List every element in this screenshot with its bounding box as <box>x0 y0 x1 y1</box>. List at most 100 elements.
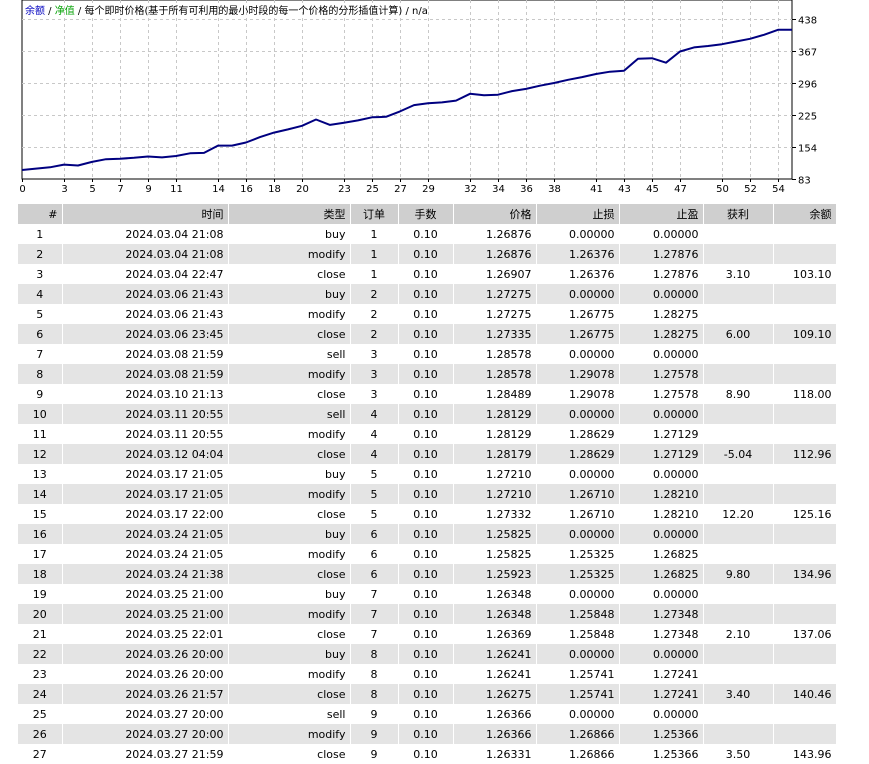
cell-time: 2024.03.17 22:00 <box>62 504 229 524</box>
table-row[interactable]: 2 2024.03.04 21:08 modify 1 0.10 1.26876 1.263… <box>18 244 837 264</box>
cell-time: 2024.03.27 20:00 <box>62 724 229 744</box>
table-row[interactable]: 5 2024.03.06 21:43 modify 2 0.10 1.27275 1.267… <box>18 304 837 324</box>
balance-line <box>21 28 792 171</box>
table-row[interactable]: 18 2024.03.24 21:38 close 6 0.10 1.25923 1.253… <box>18 564 837 584</box>
header-order[interactable]: 订单 <box>350 204 399 224</box>
cell-balance <box>773 364 837 384</box>
x-tick-label: 29 <box>422 184 435 195</box>
table-row[interactable]: 26 2024.03.27 20:00 modify 9 0.10 1.26366 1.26… <box>18 724 837 744</box>
cell-stop-loss: 1.26376 <box>536 264 620 284</box>
cell-type: sell <box>228 344 351 364</box>
header-balance[interactable]: 余额 <box>773 204 837 224</box>
y-tick-label: 225 <box>798 112 817 123</box>
cell-lots: 0.10 <box>398 684 454 704</box>
cell-index: 5 <box>18 304 63 324</box>
cell-order: 1 <box>350 224 399 244</box>
x-tick-label: 0 <box>19 184 25 195</box>
header-index[interactable]: # <box>18 204 63 224</box>
cell-take-profit: 1.27129 <box>619 444 704 464</box>
cell-order: 8 <box>350 644 399 664</box>
cell-profit <box>703 284 774 304</box>
cell-profit <box>703 724 774 744</box>
cell-price: 1.27332 <box>453 504 537 524</box>
cell-order: 4 <box>350 404 399 424</box>
table-row[interactable]: 7 2024.03.08 21:59 sell 3 0.10 1.28578 0.00000… <box>18 344 837 364</box>
table-row[interactable]: 4 2024.03.06 21:43 buy 2 0.10 1.27275 0.00000 0… <box>18 284 837 304</box>
header-time[interactable]: 时间 <box>62 204 229 224</box>
x-tick-label: 32 <box>464 184 477 195</box>
cell-balance <box>773 704 837 724</box>
cell-stop-loss: 1.26710 <box>536 504 620 524</box>
cell-profit <box>703 304 774 324</box>
header-take-profit[interactable]: 止盈 <box>619 204 704 224</box>
table-row[interactable]: 24 2024.03.26 21:57 close 8 0.10 1.26275 1.257… <box>18 684 837 704</box>
cell-profit <box>703 344 774 364</box>
table-row[interactable]: 12 2024.03.12 04:04 close 4 0.10 1.28179 1.286… <box>18 444 837 464</box>
legend-equity: 净值 <box>54 6 75 17</box>
cell-balance <box>773 524 837 544</box>
table-row[interactable]: 9 2024.03.10 21:13 close 3 0.10 1.28489 1.2907… <box>18 384 837 404</box>
cell-time: 2024.03.08 21:59 <box>62 344 229 364</box>
header-type[interactable]: 类型 <box>228 204 351 224</box>
cell-stop-loss: 1.25848 <box>536 624 620 644</box>
cell-take-profit: 1.28275 <box>619 304 704 324</box>
x-tick-label: 18 <box>268 184 281 195</box>
table-row[interactable]: 3 2024.03.04 22:47 close 1 0.10 1.26907 1.2637… <box>18 264 837 284</box>
cell-type: modify <box>228 484 351 504</box>
table-row[interactable]: 6 2024.03.06 23:45 close 2 0.10 1.27335 1.2677… <box>18 324 837 344</box>
cell-type: modify <box>228 424 351 444</box>
cell-stop-loss: 0.00000 <box>536 344 620 364</box>
cell-profit <box>703 244 774 264</box>
table-row[interactable]: 10 2024.03.11 20:55 sell 4 0.10 1.28129 0.0000… <box>18 404 837 424</box>
cell-order: 1 <box>350 264 399 284</box>
cell-time: 2024.03.27 21:59 <box>62 744 229 764</box>
cell-price: 1.27275 <box>453 284 537 304</box>
x-tick-label: 50 <box>716 184 729 195</box>
cell-lots: 0.10 <box>398 424 454 444</box>
cell-price: 1.28578 <box>453 344 537 364</box>
cell-take-profit: 1.27876 <box>619 244 704 264</box>
header-price[interactable]: 价格 <box>453 204 537 224</box>
cell-stop-loss: 0.00000 <box>536 524 620 544</box>
cell-stop-loss: 0.00000 <box>536 704 620 724</box>
cell-balance: 143.96 <box>773 744 837 764</box>
cell-order: 5 <box>350 504 399 524</box>
table-row[interactable]: 25 2024.03.27 20:00 sell 9 0.10 1.26366 0.0000… <box>18 704 837 724</box>
cell-time: 2024.03.25 21:00 <box>62 604 229 624</box>
table-row[interactable]: 14 2024.03.17 21:05 modify 5 0.10 1.27210 1.26… <box>18 484 837 504</box>
cell-take-profit: 0.00000 <box>619 644 704 664</box>
table-row[interactable]: 21 2024.03.25 22:01 close 7 0.10 1.26369 1.258… <box>18 624 837 644</box>
table-row[interactable]: 23 2024.03.26 20:00 modify 8 0.10 1.26241 1.25… <box>18 664 837 684</box>
table-row[interactable]: 20 2024.03.25 21:00 modify 7 0.10 1.26348 1.25… <box>18 604 837 624</box>
cell-lots: 0.10 <box>398 284 454 304</box>
cell-take-profit: 1.27578 <box>619 384 704 404</box>
cell-lots: 0.10 <box>398 264 454 284</box>
table-row[interactable]: 16 2024.03.24 21:05 buy 6 0.10 1.25825 0.00000… <box>18 524 837 544</box>
x-tick-label: 7 <box>117 184 123 195</box>
table-row[interactable]: 22 2024.03.26 20:00 buy 8 0.10 1.26241 0.00000… <box>18 644 837 664</box>
cell-lots: 0.10 <box>398 624 454 644</box>
table-row[interactable]: 27 2024.03.27 21:59 close 9 0.10 1.26331 1.268… <box>18 744 837 764</box>
cell-type: modify <box>228 724 351 744</box>
header-lots[interactable]: 手数 <box>398 204 454 224</box>
cell-take-profit: 1.27129 <box>619 424 704 444</box>
cell-balance <box>773 424 837 444</box>
cell-price: 1.28489 <box>453 384 537 404</box>
y-tick-label: 438 <box>798 16 817 27</box>
header-stop-loss[interactable]: 止损 <box>536 204 620 224</box>
table-row[interactable]: 8 2024.03.08 21:59 modify 3 0.10 1.28578 1.290… <box>18 364 837 384</box>
cell-time: 2024.03.26 20:00 <box>62 664 229 684</box>
cell-profit: 3.50 <box>703 744 774 764</box>
table-row[interactable]: 15 2024.03.17 22:00 close 5 0.10 1.27332 1.267… <box>18 504 837 524</box>
header-profit[interactable]: 获利 <box>703 204 774 224</box>
cell-type: sell <box>228 704 351 724</box>
table-row[interactable]: 19 2024.03.25 21:00 buy 7 0.10 1.26348 0.00000… <box>18 584 837 604</box>
cell-stop-loss: 1.29078 <box>536 364 620 384</box>
cell-profit <box>703 544 774 564</box>
x-tick-label: 43 <box>618 184 631 195</box>
cell-balance: 140.46 <box>773 684 837 704</box>
table-row[interactable]: 11 2024.03.11 20:55 modify 4 0.10 1.28129 1.28… <box>18 424 837 444</box>
table-row[interactable]: 17 2024.03.24 21:05 modify 6 0.10 1.25825 1.25… <box>18 544 837 564</box>
table-row[interactable]: 13 2024.03.17 21:05 buy 5 0.10 1.27210 0.00000… <box>18 464 837 484</box>
table-row[interactable]: 1 2024.03.04 21:08 buy 1 0.10 1.26876 0.00000 0… <box>18 224 837 244</box>
